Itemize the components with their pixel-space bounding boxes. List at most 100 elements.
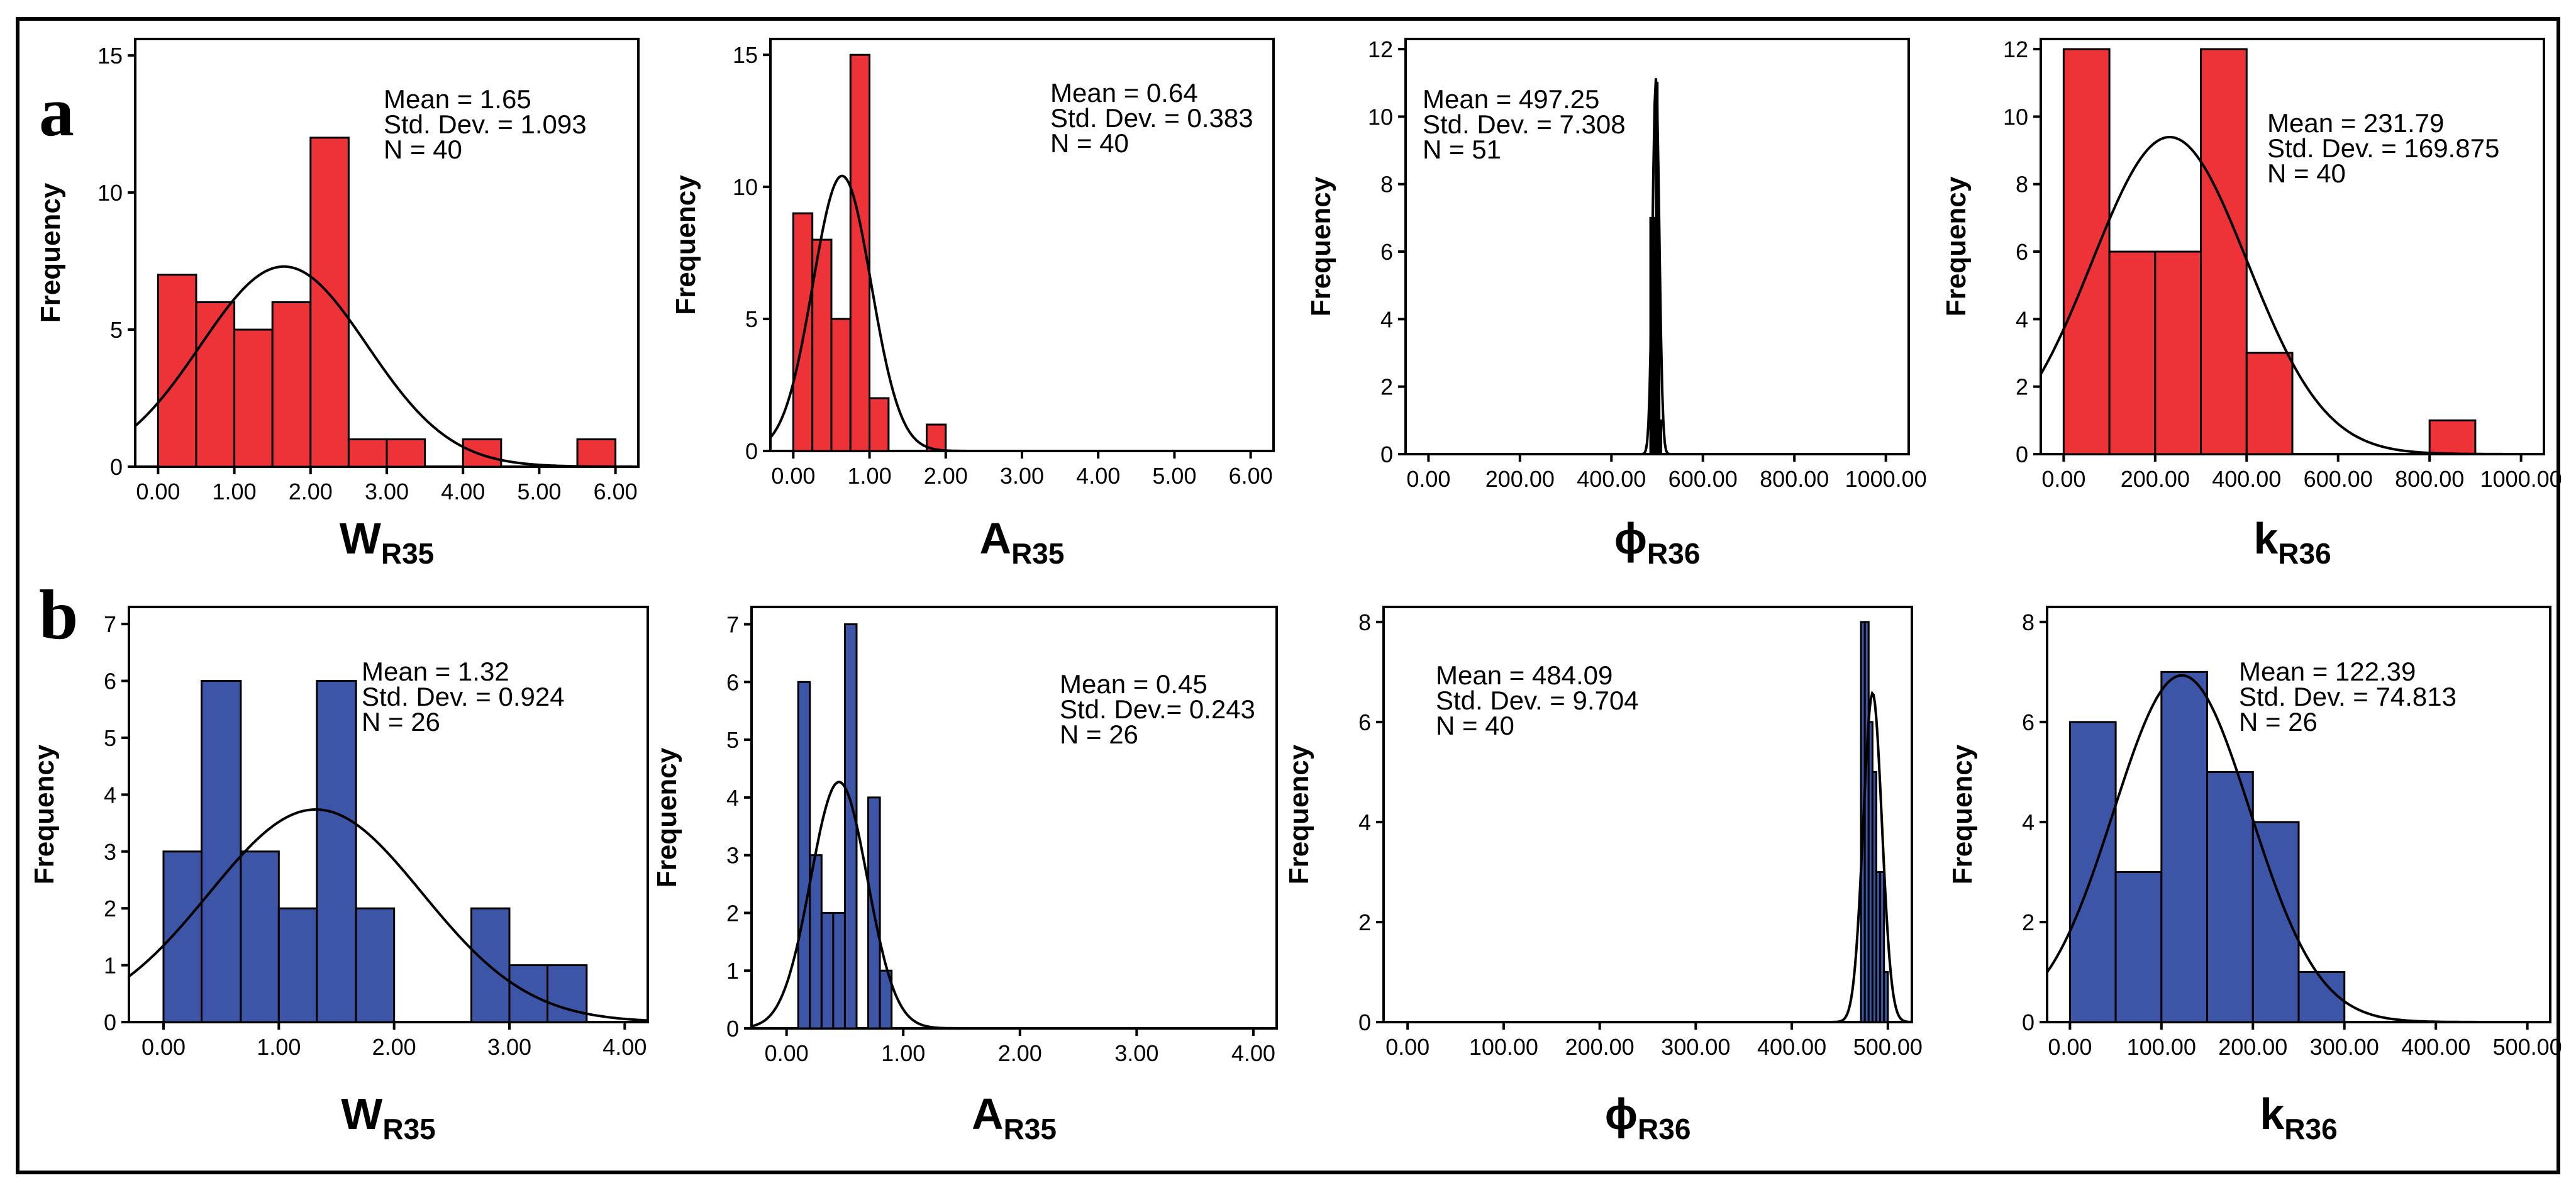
y-tick-label: 1 (104, 953, 116, 979)
histogram-bar (832, 911, 846, 1030)
histogram-bar (830, 318, 852, 452)
x-tick-label: 5.00 (1152, 463, 1196, 489)
histogram-bar (2062, 48, 2111, 455)
histogram-bar (1658, 419, 1663, 455)
y-tick-label: 6 (726, 669, 739, 695)
stats-annotation-line: N = 26 (2239, 707, 2318, 737)
x-axis-title-main: k (2260, 1089, 2284, 1138)
stats-annotation-line: Mean = 0.64 (1050, 78, 1198, 108)
histogram-3: 0 2 4 6 8 10 12 0.00 200.00 400.00 600.00 800.00 100… (1306, 36, 1927, 570)
x-tick-label: 400.00 (1757, 1034, 1826, 1060)
histogram-bar (869, 397, 890, 452)
x-axis-title-main: ϕ (1605, 1089, 1638, 1138)
x-axis-title-subscript: R36 (2278, 537, 2331, 570)
y-tick-label: 6 (104, 669, 116, 694)
y-tick-label: 2 (2016, 374, 2028, 400)
x-tick-label: 1000.00 (1845, 466, 1927, 492)
panel-label-a: a (39, 73, 74, 151)
x-axis-title-subscript: R35 (382, 1113, 435, 1145)
x-tick-label: 300.00 (2310, 1034, 2379, 1060)
x-axis-title-subscript: R35 (1011, 537, 1064, 570)
y-tick-label: 6 (2016, 239, 2028, 265)
x-tick-label: 1.00 (257, 1034, 301, 1060)
y-tick-label: 2 (726, 900, 739, 926)
histogram-bar (2108, 250, 2157, 455)
x-tick-label: 300.00 (1661, 1034, 1730, 1060)
stats-annotation-line: N = 26 (1060, 720, 1138, 749)
y-tick-label: 5 (726, 727, 739, 753)
stats-annotation-line: N = 40 (2267, 159, 2346, 188)
stats-annotation-line: Std. Dev. = 1.093 (384, 109, 587, 139)
x-tick-label: 600.00 (1668, 466, 1738, 492)
x-tick-label: 200.00 (2218, 1034, 2287, 1060)
x-tick-label: 100.00 (1469, 1034, 1538, 1060)
histogram-4: 0 2 4 6 8 10 12 0.00 200.00 400.00 600.00 800.00 100… (1941, 36, 2562, 570)
figure-border (16, 17, 2560, 1174)
histogram-bar (2114, 871, 2163, 1023)
y-tick-label: 0 (104, 1010, 116, 1035)
plot-area (1382, 606, 1913, 1023)
panel-label-b: b (39, 576, 78, 654)
histogram-bar (201, 680, 242, 1023)
histogram-7: 0 2 4 6 8 0.00 100.00 200.00 300.00 400.00 500.00 F… (1284, 606, 1923, 1145)
histogram-bar (843, 623, 858, 1030)
y-tick-label: 0 (745, 438, 758, 464)
x-tick-label: 3.00 (1000, 463, 1044, 489)
histogram-bar (240, 850, 280, 1023)
x-tick-label: 200.00 (1485, 466, 1555, 492)
histogram-5: 0 1 2 3 4 5 6 7 0.00 1.00 2.00 3.00 4.00 Frequency WR3… (29, 606, 649, 1145)
normal-curve (128, 808, 648, 1022)
x-tick-label: 4.00 (602, 1034, 647, 1060)
y-tick-label: 10 (1368, 104, 1393, 130)
histogram-bar (2160, 670, 2209, 1023)
stats-annotation-line: N = 51 (1423, 135, 1501, 164)
normal-curve (2040, 136, 2544, 455)
stats-annotation-line: Mean = 122.39 (2239, 657, 2416, 686)
histogram-bar (576, 438, 617, 468)
x-tick-label: 2.00 (924, 463, 968, 489)
x-tick-label: 2.00 (372, 1034, 416, 1060)
y-tick-label: 3 (726, 843, 739, 869)
y-axis-label: Frequency (29, 744, 60, 884)
stats-annotation-line: Mean = 1.32 (362, 657, 509, 686)
y-axis-label: Frequency (652, 747, 682, 887)
y-tick-label: 15 (733, 42, 758, 68)
x-tick-label: 400.00 (1577, 466, 1646, 492)
y-tick-label: 4 (2022, 809, 2035, 835)
x-axis-title: kR36 (2260, 1089, 2337, 1145)
x-axis-title-main: ϕ (1614, 514, 1647, 563)
y-tick-label: 7 (726, 612, 739, 638)
x-tick-label: 0.00 (765, 1040, 809, 1066)
x-axis-title: ϕR36 (1605, 1089, 1691, 1145)
y-tick-label: 5 (745, 306, 758, 332)
y-tick-label: 8 (2022, 609, 2035, 635)
histogram-bar (157, 274, 197, 468)
y-tick-label: 0 (1380, 442, 1393, 467)
x-tick-label: 4.00 (1076, 463, 1120, 489)
y-axis-label: Frequency (1941, 176, 1972, 316)
x-axis-title-subscript: R35 (1004, 1113, 1057, 1145)
x-tick-label: 0.00 (142, 1034, 186, 1060)
y-tick-label: 10 (2003, 104, 2028, 130)
x-tick-label: 600.00 (2304, 466, 2373, 492)
y-tick-label: 4 (726, 785, 739, 811)
y-tick-label: 4 (1380, 306, 1393, 332)
histogram-bar (879, 969, 893, 1030)
y-tick-label: 0 (110, 454, 123, 480)
normal-curve (1384, 690, 1912, 1023)
y-tick-label: 8 (1380, 172, 1393, 198)
x-axis-title-main: A (980, 514, 1012, 563)
y-tick-label: 15 (97, 43, 123, 69)
y-tick-label: 0 (726, 1016, 739, 1042)
y-tick-label: 12 (2003, 36, 2028, 62)
histogram-bar (462, 438, 502, 468)
histogram-bar (797, 681, 811, 1030)
histogram-bar (233, 328, 274, 468)
x-tick-label: 1.00 (848, 463, 892, 489)
stats-annotation-line: Std. Dev. = 0.924 (362, 682, 565, 711)
y-tick-label: 4 (2016, 306, 2028, 332)
stats-annotation-line: Std. Dev. = 74.813 (2239, 682, 2457, 711)
y-axis-label: Frequency (670, 175, 701, 315)
x-tick-label: 0.00 (1385, 1034, 1430, 1060)
